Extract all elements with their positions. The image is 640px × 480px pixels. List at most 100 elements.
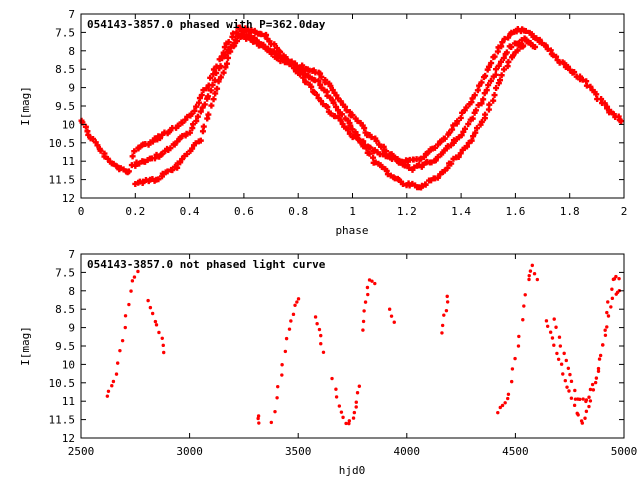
data-point [527, 277, 531, 282]
data-point [257, 421, 261, 425]
data-point [194, 113, 201, 120]
data-point [535, 277, 540, 282]
data-point [538, 40, 545, 47]
data-point [387, 307, 392, 311]
data-points [105, 263, 622, 426]
data-point [111, 379, 116, 384]
data-point [483, 87, 490, 94]
data-point [313, 91, 320, 98]
data-point [175, 122, 182, 129]
data-point [578, 397, 582, 402]
data-point [208, 102, 215, 109]
data-point [591, 388, 596, 392]
data-point [532, 44, 539, 51]
data-point [162, 350, 166, 355]
x-tick-label: 0.2 [125, 205, 145, 218]
data-point [510, 367, 515, 371]
data-point [205, 111, 212, 118]
data-point [503, 401, 507, 405]
data-point [209, 81, 216, 88]
x-axis-label: hjd0 [339, 464, 366, 477]
data-point [343, 107, 350, 114]
data-point [338, 111, 345, 118]
data-point [497, 77, 504, 84]
data-point [469, 95, 476, 102]
data-point [419, 161, 426, 168]
y-tick-label: 7.5 [55, 26, 75, 39]
data-point [148, 305, 153, 310]
x-tick-label: 3500 [285, 445, 312, 458]
data-point [146, 298, 150, 303]
data-point [337, 98, 344, 105]
data-point [167, 145, 174, 152]
data-point [368, 134, 375, 141]
data-point [498, 405, 502, 410]
data-point [505, 34, 512, 41]
data-point [499, 39, 506, 46]
y-tick-label: 10.5 [49, 377, 76, 390]
data-point [588, 387, 593, 392]
data-point [344, 421, 348, 426]
y-axis-label: I[mag] [19, 86, 32, 126]
data-point [221, 44, 228, 51]
data-point [261, 43, 268, 50]
data-point [493, 85, 500, 92]
data-point [458, 132, 465, 139]
data-point [562, 351, 566, 356]
data-point [523, 293, 527, 297]
plot-frame [80, 13, 625, 199]
data-point [464, 143, 471, 150]
data-point [434, 174, 441, 181]
data-point [231, 42, 238, 49]
data-point [422, 181, 429, 188]
data-point [468, 137, 475, 144]
y-tick-label: 7 [68, 8, 75, 21]
data-point [200, 123, 207, 130]
data-point [361, 319, 366, 324]
y-tick-label: 11 [62, 395, 75, 408]
data-point [596, 369, 601, 373]
data-point [114, 372, 119, 376]
plot-frame [80, 253, 625, 439]
data-point [330, 376, 334, 381]
data-point [256, 416, 260, 421]
data-point [97, 147, 104, 154]
data-point [161, 343, 165, 348]
data-point [469, 115, 476, 122]
data-point [150, 311, 155, 316]
data-point [514, 47, 521, 54]
data-point [287, 327, 292, 331]
data-point [302, 79, 309, 86]
data-point [156, 135, 163, 142]
data-point [280, 363, 284, 367]
data-point [129, 153, 136, 160]
data-point [213, 70, 220, 77]
x-tick-label: 4000 [394, 445, 421, 458]
data-point [337, 404, 342, 408]
data-point [269, 420, 274, 425]
data-point [442, 313, 446, 317]
data-point [606, 314, 611, 318]
data-point [295, 300, 299, 304]
data-point [441, 135, 448, 142]
data-point [440, 323, 445, 328]
y-tick-label: 7.5 [55, 266, 75, 279]
data-point [556, 357, 561, 361]
data-point [618, 118, 625, 125]
data-point [273, 409, 277, 414]
data-point [366, 150, 373, 157]
data-point [127, 302, 131, 307]
data-point [610, 296, 615, 301]
data-point [614, 274, 618, 279]
data-point [583, 416, 587, 420]
data-point [527, 273, 531, 278]
x-axis-label: phase [335, 224, 368, 237]
data-point [457, 150, 464, 157]
data-point [399, 180, 406, 187]
data-point [567, 389, 571, 393]
data-point [313, 315, 318, 319]
data-point [520, 42, 527, 49]
data-point [210, 96, 217, 103]
data-point [315, 322, 319, 326]
data-point [548, 330, 553, 334]
